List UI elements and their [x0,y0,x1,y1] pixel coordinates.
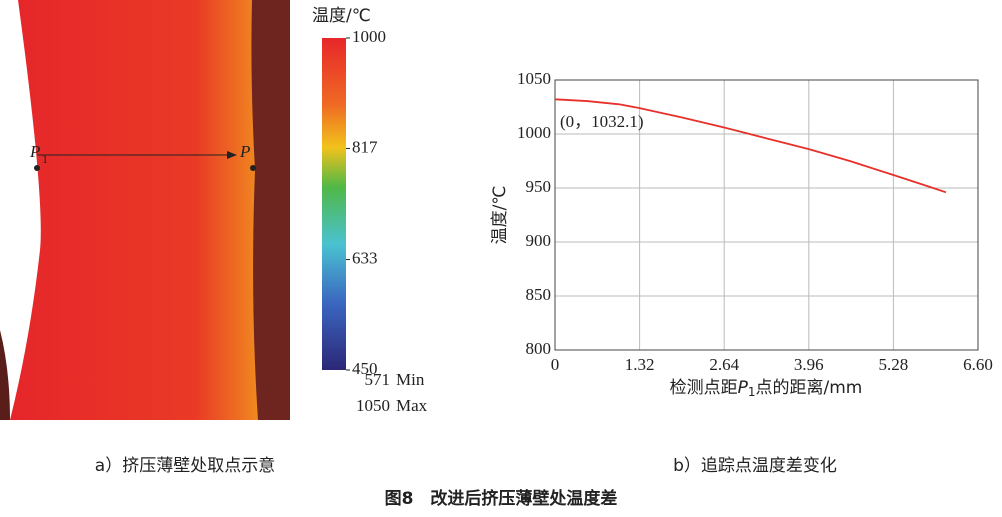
colorbar-tick-label: 633 [352,248,378,267]
point-subscript: 1 [42,152,48,166]
caption: a）挤压薄壁处取点示意 [95,456,275,476]
stat-value: 571 [365,370,391,389]
figure-caption: 图8 改进后挤压薄壁处温度差 [385,488,618,509]
x-tick-label: 1.32 [625,355,655,374]
caption: b）追踪点温度差变化 [673,456,837,476]
y-tick-label: 1000 [517,123,551,142]
colorbar [322,38,346,370]
x-axis-label-part: 点的距离/mm [756,378,863,398]
y-axis-label: 温度/℃ [490,186,510,245]
x-axis-label: 检测点距P1点的距离/mm [670,378,863,399]
x-tick-label: 3.96 [794,355,824,374]
x-tick-label: 0 [551,355,560,374]
point-label: P [239,142,250,161]
x-tick-label: 5.28 [879,355,909,374]
stat-label: Max [396,396,428,415]
y-tick-label: 1050 [517,69,551,88]
y-tick-label: 950 [526,177,552,196]
annotation: (0，1032.1) [560,112,644,131]
colorbar-title: 温度/℃ [312,6,371,26]
x-axis-label-part: 1 [748,385,756,399]
line [554,98,947,194]
point-label: P [29,142,40,161]
stat-label: Min [396,370,425,389]
x-axis-label-part: 检测点距 [670,378,738,398]
x-axis-label-part: P [738,378,749,398]
colorbar-tick-label: 1000 [352,27,386,46]
colorbar-tick-label: 817 [352,137,378,156]
y-tick-label: 800 [526,339,552,358]
x-tick-label: 2.64 [709,355,739,374]
y-tick-label: 900 [526,231,552,250]
colorbar-tick-label: 450 [352,359,378,378]
plot-frame [554,79,979,351]
simulation-image: P 1 P [0,0,290,420]
stat-value: 1050 [356,396,390,415]
y-tick-label: 850 [526,285,552,304]
x-tick-label: 6.60 [963,355,993,374]
